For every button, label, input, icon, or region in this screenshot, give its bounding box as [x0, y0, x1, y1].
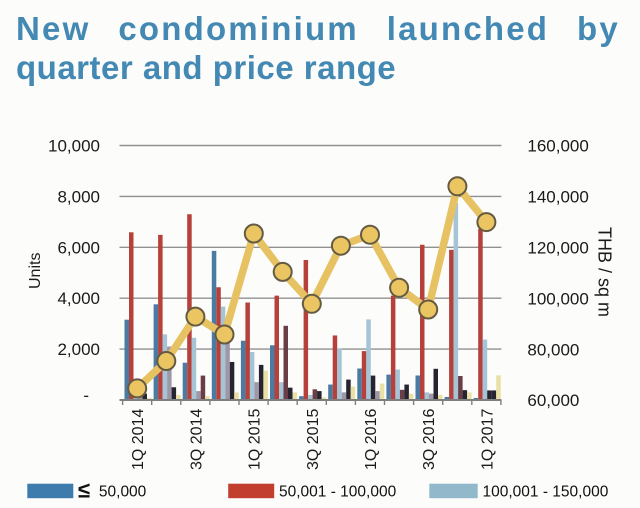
svg-text:-: -: [83, 386, 89, 405]
svg-text:THB / sq m: THB / sq m: [595, 227, 615, 317]
svg-text:3Q 2014: 3Q 2014: [188, 409, 205, 470]
svg-text:60,000: 60,000: [527, 391, 579, 410]
svg-text:1Q 2016: 1Q 2016: [363, 409, 380, 470]
svg-text:140,000: 140,000: [527, 188, 588, 207]
svg-text:2,000: 2,000: [57, 340, 100, 359]
svg-text:3Q 2015: 3Q 2015: [305, 409, 322, 470]
svg-text:1Q 2014: 1Q 2014: [130, 409, 147, 470]
svg-text:120,000: 120,000: [527, 239, 588, 258]
svg-text:160,000: 160,000: [527, 137, 588, 156]
svg-text:4,000: 4,000: [57, 289, 100, 308]
svg-text:10,000: 10,000: [48, 137, 100, 156]
svg-text:80,000: 80,000: [527, 340, 579, 359]
svg-text:8,000: 8,000: [57, 187, 100, 206]
svg-text:100,001 - 150,000: 100,001 - 150,000: [483, 484, 609, 501]
svg-text:Units: Units: [27, 253, 44, 289]
svg-text:≤: ≤: [78, 478, 90, 503]
svg-text:1Q 2015: 1Q 2015: [247, 409, 264, 470]
svg-text:1Q 2017: 1Q 2017: [479, 409, 496, 470]
svg-text:3Q 2016: 3Q 2016: [421, 409, 438, 470]
svg-text:50,001 - 100,000: 50,001 - 100,000: [279, 484, 397, 501]
svg-text:6,000: 6,000: [57, 238, 100, 257]
svg-text:50,000: 50,000: [99, 484, 147, 501]
svg-text:100,000: 100,000: [527, 289, 588, 308]
